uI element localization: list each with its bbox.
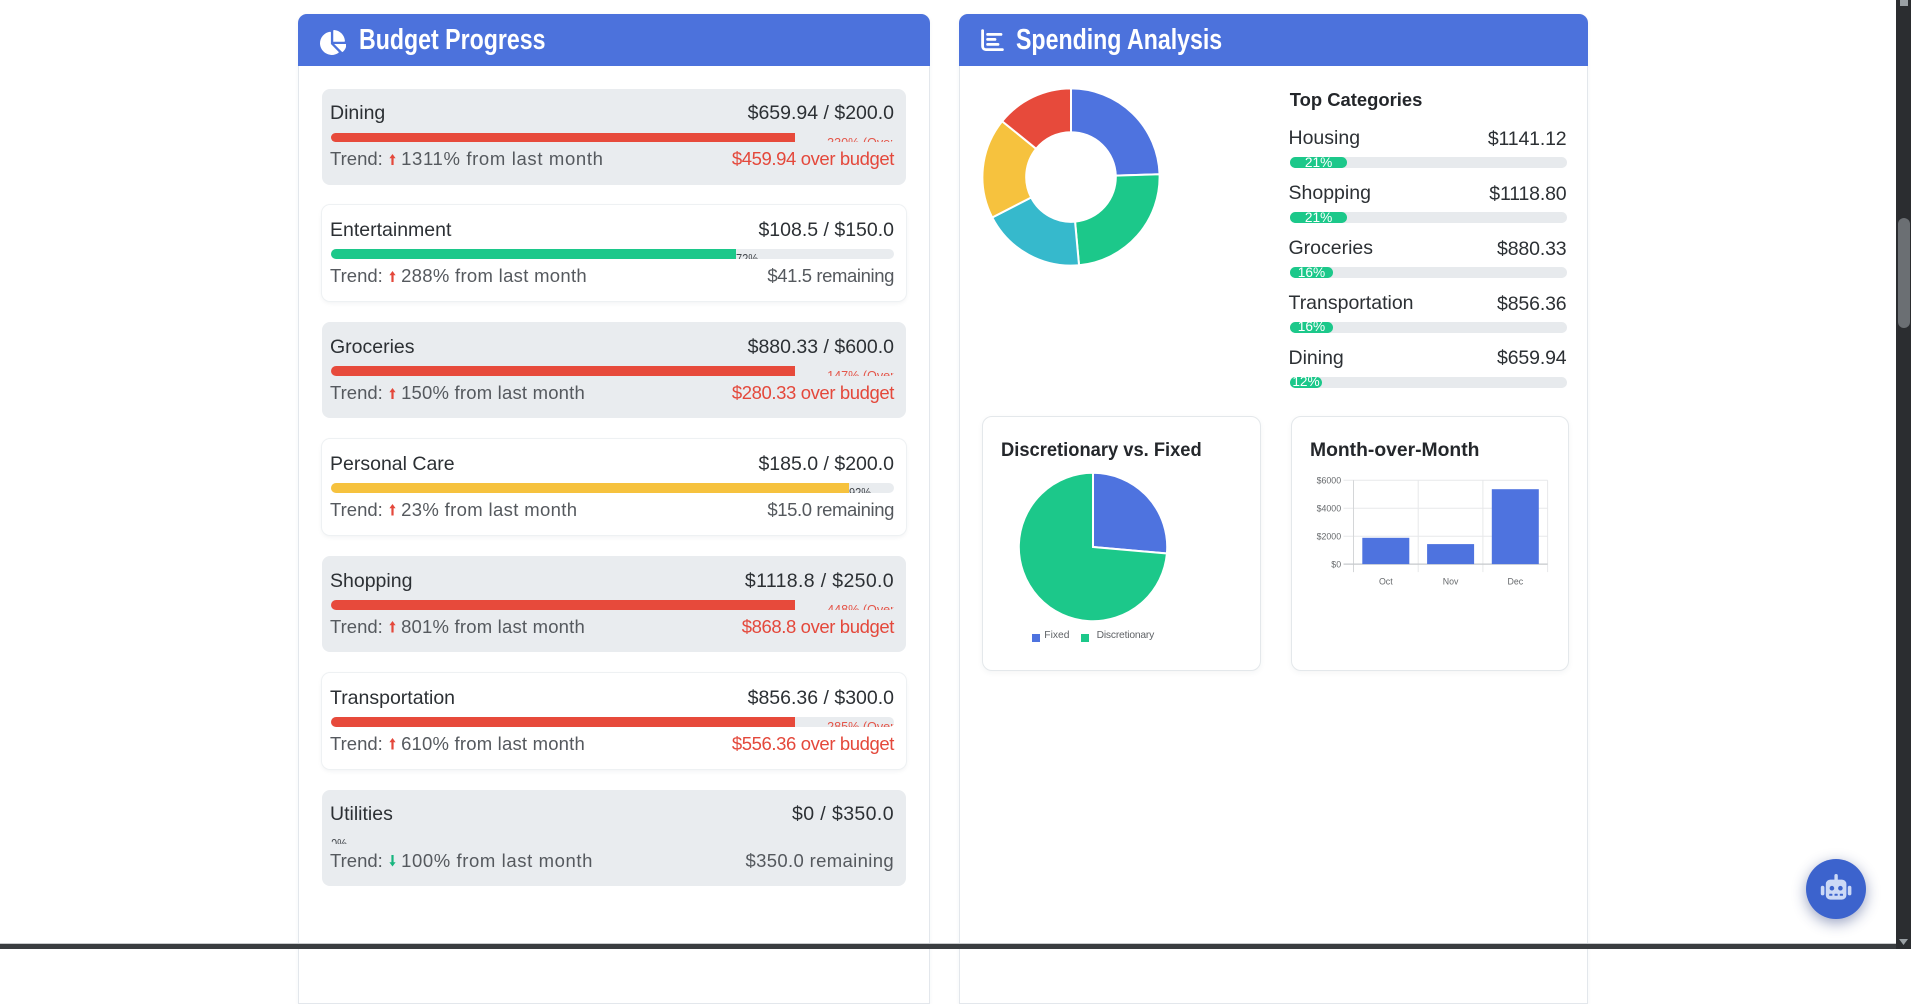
svg-text:Dec: Dec bbox=[1508, 577, 1524, 587]
svg-text:$0: $0 bbox=[1331, 559, 1341, 569]
svg-text:$4000: $4000 bbox=[1317, 504, 1342, 514]
svg-text:$6000: $6000 bbox=[1317, 476, 1342, 486]
svg-text:Oct: Oct bbox=[1379, 577, 1393, 587]
svg-text:$2000: $2000 bbox=[1317, 532, 1342, 542]
svg-text:Nov: Nov bbox=[1443, 577, 1459, 587]
